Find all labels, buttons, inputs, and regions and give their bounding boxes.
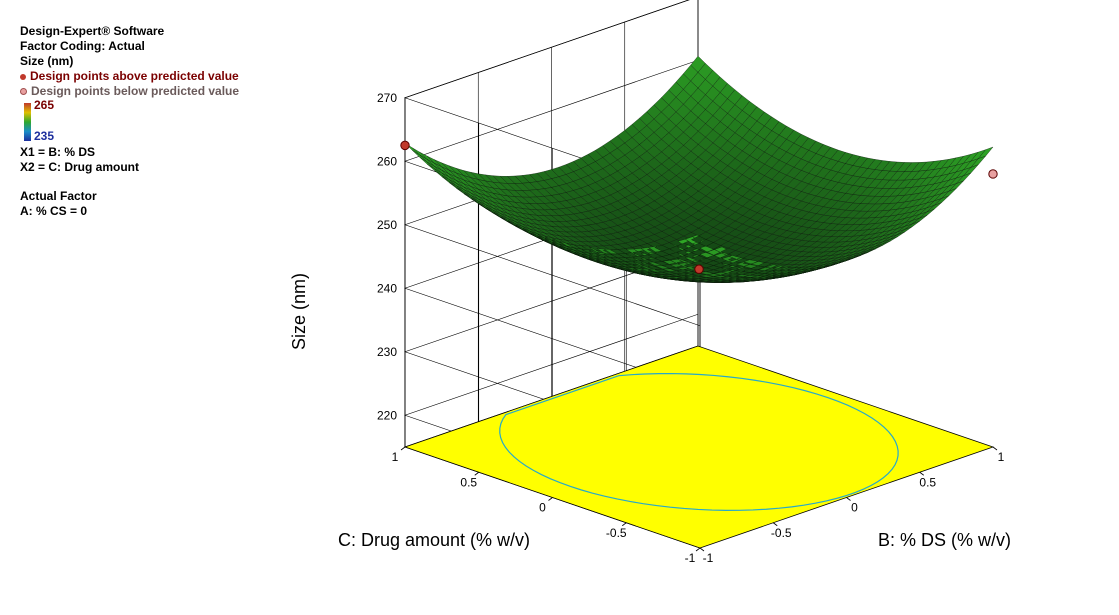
y-tick-label: -0.5: [606, 526, 627, 540]
legend-below-label: Design points below predicted value: [31, 84, 240, 98]
y-tick-mark: [400, 446, 406, 451]
response-surface: [404, 55, 994, 283]
floor-plane: [403, 345, 995, 549]
axis-ticks: 220 230 240 250 260 270 -1 -0.5 0 0.5 1 -1 -0.5 0 0.5 1: [377, 91, 1005, 565]
x-tick-label: 0.5: [919, 475, 936, 489]
y-axis-label: C: Drug amount (% w/v): [338, 530, 530, 550]
factor-coding: Factor Coding: Actual: [20, 39, 145, 53]
x-tick-label: -0.5: [771, 526, 792, 540]
color-scale-min: 235: [34, 129, 55, 143]
x-axis-label: B: % DS (% w/v): [878, 530, 1011, 550]
x2-definition: X2 = C: Drug amount: [20, 160, 140, 174]
y-tick-label: 0.5: [460, 475, 477, 489]
y-tick-label: 1: [392, 450, 399, 464]
color-scale-max: 265: [34, 98, 55, 112]
info-panel: Design-Expert® Software Factor Coding: A…: [20, 24, 239, 219]
z-tick-label: 220: [377, 408, 397, 422]
color-scale-bar: [24, 103, 31, 141]
plot-floor: [403, 345, 995, 549]
y-tick-mark: [695, 547, 701, 552]
actual-factor-value: A: % CS = 0: [20, 204, 88, 218]
floor-contour: [499, 372, 899, 511]
legend-above-label: Design points above predicted value: [30, 69, 239, 83]
point-above-icon: [20, 73, 26, 80]
z-tick-label: 260: [377, 154, 397, 168]
x-tick-label: -1: [703, 551, 714, 565]
y-tick-mark: [622, 522, 627, 527]
x1-definition: X1 = B: % DS: [20, 145, 96, 159]
y-tick-label: -1: [685, 551, 696, 565]
z-tick-label: 230: [377, 345, 397, 359]
design-points: [400, 140, 998, 274]
design-point: [400, 140, 410, 151]
response-name: Size (nm): [20, 54, 74, 68]
z-tick-label: 250: [377, 218, 397, 232]
x-tick-mark: [846, 497, 851, 501]
x-tick-mark: [919, 471, 924, 476]
z-tick-label: 270: [377, 91, 397, 105]
legend-above: Design points above predicted value: [20, 69, 239, 84]
x-tick-mark: [773, 522, 778, 527]
color-scale: 265 235: [20, 98, 239, 145]
software-title: Design-Expert® Software: [20, 24, 165, 38]
x-tick-mark: [992, 446, 998, 451]
actual-factor-title: Actual Factor: [20, 189, 97, 203]
z-axis-label: Size (nm): [289, 273, 309, 350]
x-tick-label: 0: [851, 501, 858, 515]
design-point: [694, 264, 704, 274]
y-tick-mark: [474, 471, 479, 476]
legend-below: Design points below predicted value: [20, 84, 239, 99]
design-point: [988, 169, 998, 179]
y-tick-mark: [548, 497, 553, 501]
point-below-icon: [20, 88, 27, 95]
x-tick-label: 1: [998, 450, 1005, 464]
x-tick-mark: [699, 547, 705, 552]
z-tick-label: 240: [377, 281, 397, 295]
y-tick-label: 0: [539, 501, 546, 515]
surface-cell: [977, 146, 994, 159]
